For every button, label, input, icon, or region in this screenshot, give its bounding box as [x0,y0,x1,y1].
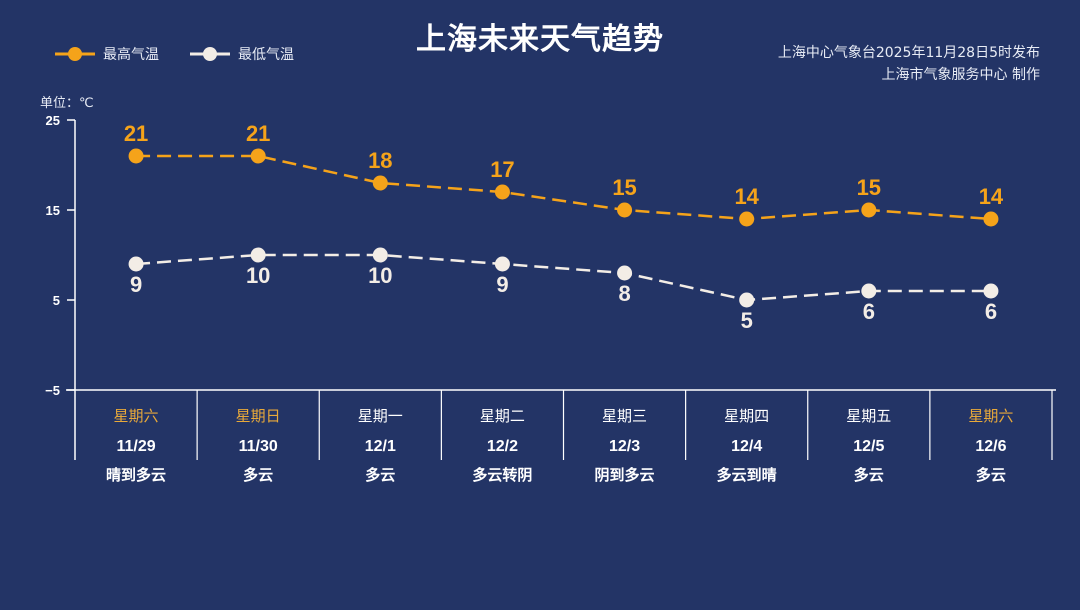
y-tick-label: −5 [45,383,60,398]
low-temp-label: 5 [741,308,753,333]
white-line-dot-icon [190,47,230,61]
low-temp-point [250,247,266,263]
low-temp-point [128,256,144,272]
high-temp-point [617,202,633,218]
date-label: 12/2 [487,438,518,455]
weather-label: 多云转阴 [472,466,532,484]
orange-line-dot-icon [55,47,95,61]
high-temp-label: 18 [368,148,392,173]
low-temp-label: 6 [863,299,875,324]
date-label: 12/4 [731,438,762,455]
high-temp-point [250,148,266,164]
weather-label: 多云 [243,466,273,484]
date-label: 12/1 [365,438,396,455]
date-label: 12/5 [853,438,884,455]
high-temp-point [861,202,877,218]
high-temp-point [494,184,510,200]
high-temp-label: 17 [490,157,514,182]
weekday-label: 星期五 [846,407,891,425]
high-temp-point [128,148,144,164]
high-temp-label: 14 [979,184,1004,209]
date-label: 12/6 [975,438,1006,455]
weather-label: 多云 [854,466,884,484]
y-tick-label: 25 [46,113,60,128]
weekday-label: 星期一 [358,407,403,425]
legend-high-label: 最高气温 [103,47,159,63]
high-temp-label: 14 [734,184,759,209]
high-temp-label: 21 [246,121,270,146]
low-temp-point [983,283,999,299]
chart-title: 上海未来天气趋势 [416,22,664,57]
high-temp-label: 15 [857,175,881,200]
y-tick-label: 5 [53,293,60,308]
low-temp-point [739,292,755,308]
weather-label: 多云 [365,466,395,484]
low-temp-line [135,253,991,302]
low-temp-point [494,256,510,272]
high-temp-point [372,175,388,191]
low-temp-label: 9 [496,272,508,297]
low-temp-label: 6 [985,299,997,324]
legend-low: 最低气温 [190,44,294,64]
weekday-label: 星期四 [724,407,769,425]
weather-label: 晴到多云 [106,466,166,484]
date-label: 12/3 [609,438,640,455]
weekday-label: 星期六 [114,407,159,425]
low-temp-label: 10 [246,263,270,288]
date-label: 11/30 [239,438,278,455]
low-temp-label: 9 [130,272,142,297]
high-temp-label: 21 [124,121,148,146]
low-temp-point [372,247,388,263]
weather-label: 阴到多云 [595,466,655,484]
weekday-label: 星期六 [968,407,1013,425]
legend-low-label: 最低气温 [238,47,294,63]
weekday-label: 星期日 [236,407,281,425]
high-temp-line [136,154,992,221]
unit-label: 单位：℃ [40,96,94,111]
high-temp-label: 15 [612,175,636,200]
weather-label: 多云 [976,466,1006,484]
weekday-label: 星期二 [480,407,525,425]
y-tick-label: 15 [46,203,60,218]
source-line-1: 上海中心气象台2025年11月28日5时发布 [777,45,1040,61]
legend-high: 最高气温 [55,44,159,64]
high-temp-point [739,211,755,227]
weather-label: 多云到晴 [717,466,777,484]
high-temp-point [983,211,999,227]
low-temp-point [617,265,633,281]
low-temp-point [861,283,877,299]
weekday-label: 星期三 [602,407,647,425]
low-temp-label: 10 [368,263,392,288]
source-line-2: 上海市气象服务中心 制作 [881,67,1040,83]
date-label: 11/29 [116,438,155,455]
low-temp-label: 8 [618,281,630,306]
